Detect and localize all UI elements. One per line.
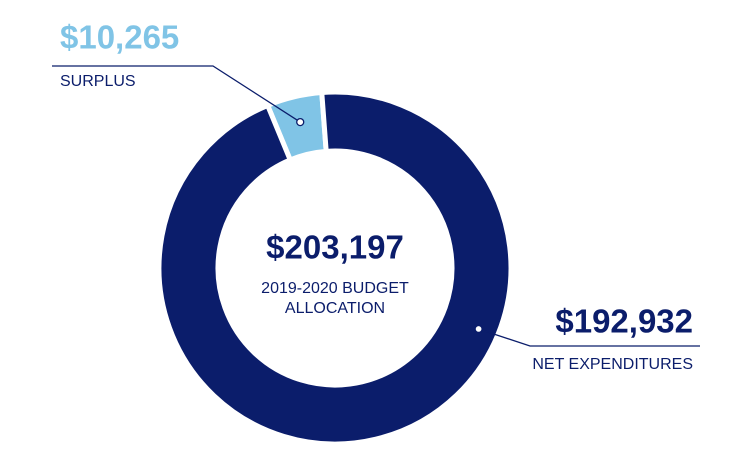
center-subtitle: ALLOCATION [285, 300, 385, 317]
leader-line [478, 328, 700, 347]
value-label: $10,265 [60, 19, 179, 56]
value-label: $192,932 [555, 303, 693, 340]
center-title: $203,197 [266, 229, 404, 266]
leader-dot [474, 324, 483, 334]
leader-dot [296, 117, 305, 127]
category-label: SURPLUS [60, 73, 136, 90]
pie-slice [156, 89, 514, 447]
category-label: NET EXPENDITURES [532, 356, 693, 373]
leader-line [52, 65, 301, 123]
center-subtitle: 2019-2020 BUDGET [261, 280, 409, 297]
